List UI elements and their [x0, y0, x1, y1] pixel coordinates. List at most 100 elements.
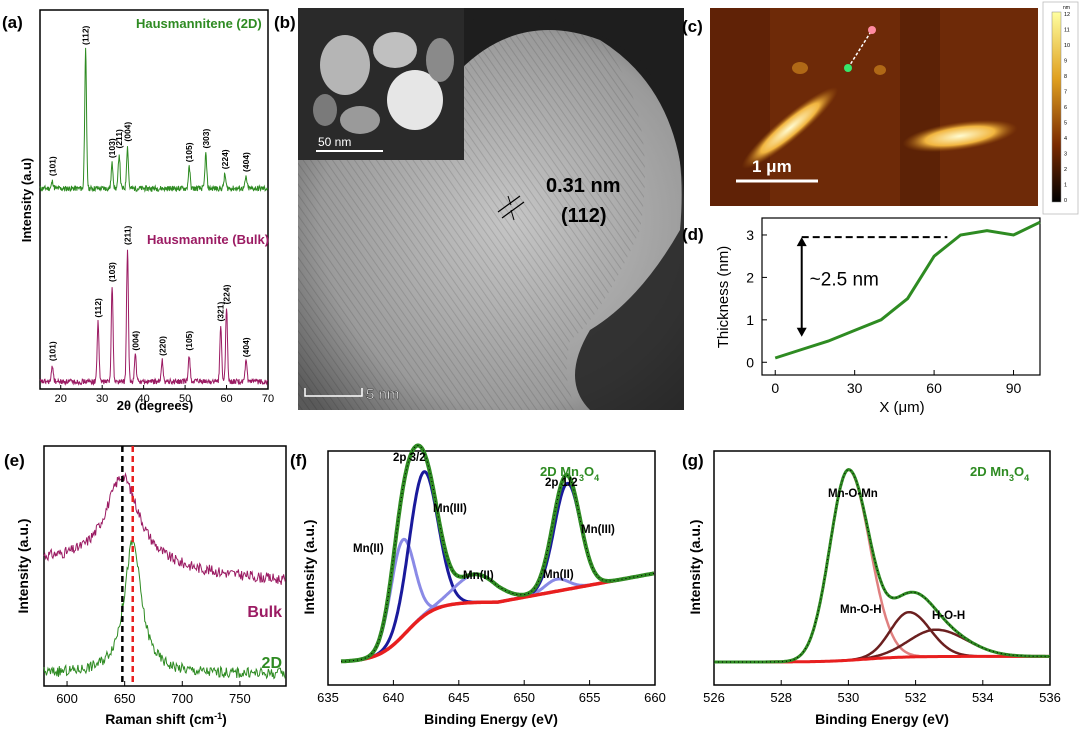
y-tick-label: 1 — [746, 312, 754, 328]
legend-2d: 2D — [262, 655, 282, 672]
x-tick-label: 650 — [114, 691, 136, 706]
peak-annotation: Mn(II) — [543, 569, 574, 581]
peak-label: (004) — [122, 122, 132, 142]
x-tick-label: 700 — [171, 691, 193, 706]
colorbar-tick-label: 5 — [1064, 121, 1067, 127]
colorbar-tick-label: 11 — [1064, 28, 1070, 34]
colorbar-tick-label: 3 — [1064, 152, 1067, 158]
panel-label-b: (b) — [274, 13, 296, 32]
x-tick-label: 50 — [179, 393, 191, 405]
frame-e — [43, 445, 287, 687]
peak-label: (103) — [107, 138, 117, 158]
peak-annotation: Mn(III) — [581, 524, 615, 536]
peak-label: (105) — [184, 331, 194, 351]
x-tick-label: 530 — [838, 690, 860, 705]
peak-label: (101) — [47, 341, 57, 361]
frame-g — [713, 450, 1051, 686]
colorbar-tick-label: 12 — [1064, 12, 1070, 18]
peak-label: (303) — [201, 128, 211, 148]
x-tick-label: 660 — [644, 690, 666, 705]
x-tick-label: 532 — [905, 690, 927, 705]
peak-annotation: H-O-H — [932, 610, 965, 622]
legend-2d: Hausmannitene (2D) — [136, 16, 262, 31]
x-tick-label: 655 — [579, 690, 601, 705]
colorbar-tick-label: 7 — [1064, 90, 1067, 96]
frame-a — [39, 9, 269, 390]
peak-label: (224) — [222, 284, 232, 304]
x-tick-label: 90 — [1006, 380, 1022, 396]
colorbar-tick-label: 1 — [1064, 183, 1067, 189]
y-axis-label-f: Intensity (a.u.) — [301, 520, 317, 615]
x-tick-label: 526 — [703, 690, 725, 705]
envelope-line — [714, 468, 1050, 664]
lattice-plane: (112) — [561, 205, 607, 227]
panel-g: (g) Mn-O-Mn Mn-O-H H-O-H 526 528 530 532 534 536… — [682, 450, 1061, 727]
peak-annotation: Mn(III) — [433, 503, 467, 515]
raman-line-bulk — [43, 472, 286, 585]
plot-d: 0 30 60 90 0 1 2 3 ~2.5 nm — [746, 220, 1041, 396]
plot-f: 2p 3/2 Mn(III) Mn(II) Mn(II) 2p 1/2 Mn(II) Mn(… — [317, 443, 666, 705]
x-tick-label: 645 — [448, 690, 470, 705]
raman-line-2d — [43, 538, 286, 680]
component-mniii — [340, 470, 655, 663]
peak-label: (220) — [157, 336, 167, 356]
x-tick-label: 60 — [220, 393, 232, 405]
x-tick-label: 650 — [513, 690, 535, 705]
raw-data — [341, 445, 655, 662]
legend-bulk: Bulk — [247, 604, 282, 621]
peak-label: (224) — [220, 149, 230, 169]
panel-label-a: (a) — [2, 13, 23, 32]
y-axis-label-e: Intensity (a.u.) — [15, 519, 31, 614]
x-tick-label: 20 — [55, 393, 67, 405]
peak-label: (101) — [47, 156, 57, 176]
title-g: 2D Mn3O4 — [970, 464, 1029, 483]
x-tick-label: 40 — [138, 393, 150, 405]
peak-label: (105) — [184, 142, 194, 162]
x-axis-label-a: 2θ (degrees) — [117, 398, 193, 413]
panel-label-f: (f) — [290, 451, 307, 470]
panel-b: (b) 50 nm 5 nm 0.31 nm (112) — [274, 8, 684, 410]
panel-label-c: (c) — [682, 17, 703, 36]
colorbar-tick-label: 8 — [1064, 74, 1067, 80]
x-tick-label: 70 — [262, 393, 274, 405]
xrd-line-2d — [39, 47, 269, 193]
background-line — [340, 571, 655, 664]
y-axis-label-a: Intensity (a.u) — [19, 158, 34, 243]
x-tick-label: 534 — [972, 690, 994, 705]
x-tick-label: 0 — [771, 380, 779, 396]
y-tick-label: 3 — [746, 227, 754, 243]
x-tick-label: 640 — [383, 690, 405, 705]
plot-e: Bulk 2D 600 650 700 750 — [43, 446, 286, 706]
plot-g: Mn-O-Mn Mn-O-H H-O-H 526 528 530 532 534 536 — [703, 468, 1061, 705]
plot-a: (101)(112)(103)(211)(004)(105)(303)(224)… — [39, 25, 274, 405]
peak-label: (211) — [114, 129, 124, 149]
colorbar-tick-label: 6 — [1064, 105, 1067, 111]
x-tick-label: 635 — [317, 690, 339, 705]
envelope-line — [340, 443, 655, 664]
panel-f: (f) 2p 3/2 Mn(III) Mn(II) Mn(II) 2p 1/2 Mn(II… — [290, 443, 666, 727]
peak-label: (103) — [107, 262, 117, 282]
panel-a: (a) (101)(112)(103)(211)(004)(105)(303)(… — [2, 9, 274, 413]
peak-label: (321) — [216, 302, 226, 322]
inset-scale-label: 50 nm — [318, 135, 351, 149]
peak-label: (404) — [241, 337, 251, 357]
x-axis-label-e: Raman shift (cm-1) — [105, 711, 227, 727]
scale-label-c: 1 μm — [752, 157, 792, 176]
x-axis-label-f: Binding Energy (eV) — [424, 711, 558, 727]
lattice-spacing: 0.31 nm — [546, 175, 620, 197]
x-axis-label-g: Binding Energy (eV) — [815, 711, 949, 727]
frame-f — [327, 450, 656, 686]
peak-label: (211) — [122, 225, 132, 245]
y-tick-label: 0 — [746, 354, 754, 370]
colorbar-tick-label: 0 — [1064, 198, 1067, 204]
panel-label-d: (d) — [682, 225, 704, 244]
panel-e: (e) Bulk 2D 600 650 700 750 Raman shift (cm-1… — [4, 445, 287, 727]
scale-label-b: 5 nm — [366, 386, 399, 403]
peak-annotation: Mn-O-H — [840, 604, 882, 616]
x-tick-label: 528 — [770, 690, 792, 705]
peak-annotation: 2p 3/2 — [393, 452, 426, 464]
colorbar-unit: nm — [1063, 5, 1070, 11]
